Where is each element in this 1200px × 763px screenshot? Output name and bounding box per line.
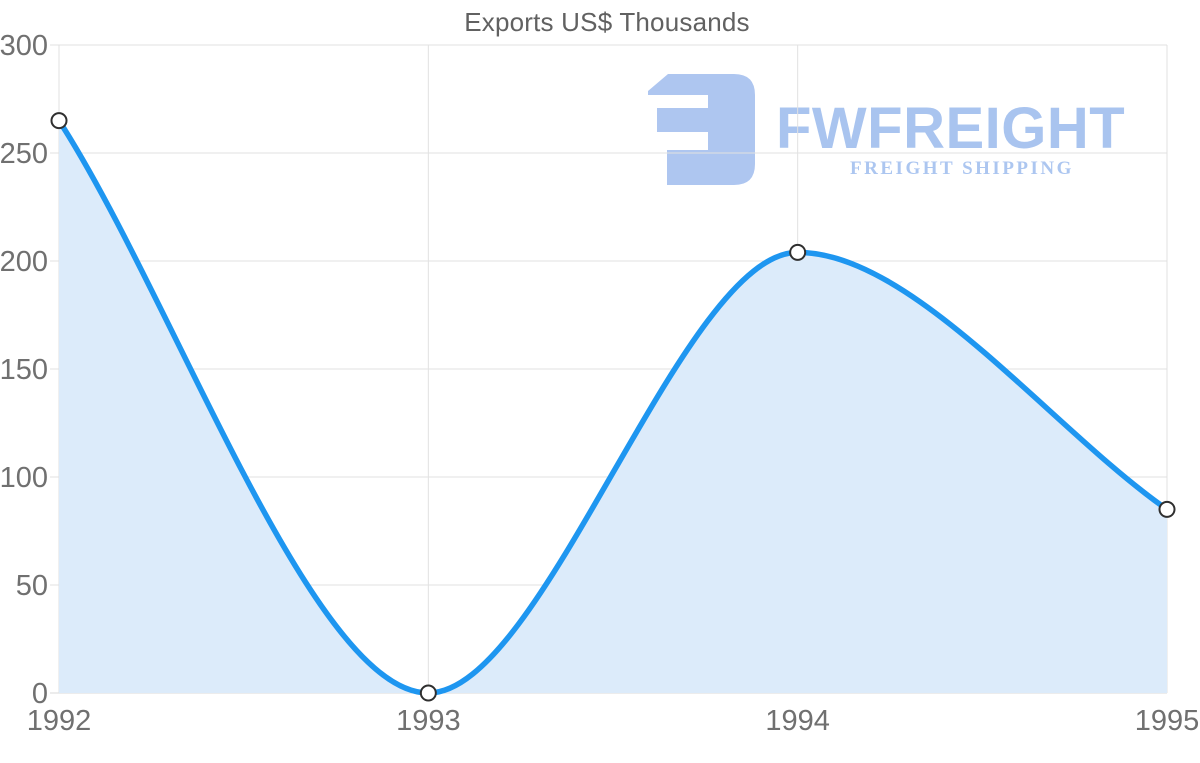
fwfreight-brand-text: FWFREIGHT (776, 96, 1125, 161)
chart-title: Exports US$ Thousands (464, 7, 750, 37)
x-axis-tick-label: 1993 (396, 705, 461, 737)
y-axis-tick-label: 250 (0, 138, 48, 170)
y-axis-tick-label: 100 (0, 462, 48, 494)
fwfreight-tagline-text: FREIGHT SHIPPING (850, 158, 1074, 179)
data-point-marker-1993[interactable] (419, 684, 437, 702)
data-point-marker-1992[interactable] (50, 112, 68, 130)
series-area-fill (59, 120, 1167, 694)
fwfreight-watermark: FWFREIGHT FREIGHT SHIPPING (648, 74, 1125, 185)
series-layer (50, 112, 1176, 702)
data-point-marker-1994[interactable] (789, 243, 807, 261)
data-point-marker-1995[interactable] (1158, 500, 1176, 518)
series-line (56, 117, 1170, 696)
x-axis-tick-label: 1992 (27, 705, 92, 737)
x-axis-tick-label: 1994 (765, 705, 830, 737)
fwfreight-logo-icon (648, 74, 755, 185)
y-axis-tick-label: 0 (32, 678, 48, 710)
y-axis-tick-label: 300 (0, 30, 48, 62)
x-axis-tick-label: 1995 (1135, 705, 1200, 737)
y-axis-tick-label: 200 (0, 246, 48, 278)
y-axis-tick-label: 50 (16, 570, 48, 602)
axis-layer: 0 50 100 150 200 250 300 1992 1993 1994 1995 (0, 30, 1199, 737)
y-axis-tick-label: 150 (0, 354, 48, 386)
